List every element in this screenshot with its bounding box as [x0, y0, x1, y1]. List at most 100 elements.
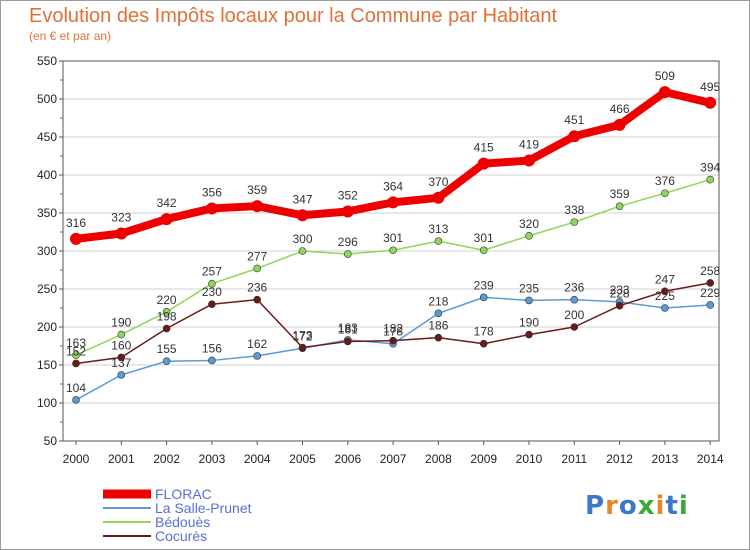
data-label: 178 [383, 325, 403, 339]
data-label: 359 [247, 183, 267, 197]
logo-letter: r [605, 491, 619, 521]
data-point [162, 307, 171, 316]
data-point [525, 232, 533, 240]
data-point [162, 357, 171, 366]
data-label: 236 [247, 281, 267, 295]
legend-label: Cocurès [155, 528, 207, 544]
data-label: 370 [428, 175, 448, 189]
data-label: 364 [383, 179, 403, 193]
data-label: 229 [700, 286, 720, 300]
data-point [343, 337, 352, 346]
data-label: 313 [428, 222, 448, 236]
data-point [208, 279, 216, 288]
legend-label: FLORAC [155, 486, 212, 502]
data-point [72, 351, 80, 359]
data-label: 200 [564, 308, 584, 322]
data-point [432, 191, 445, 204]
data-label: 301 [383, 231, 403, 245]
data-point [525, 296, 533, 305]
data-point [479, 246, 488, 255]
y-tick-label: 500 [37, 92, 57, 106]
logo-letter: o [618, 491, 638, 521]
x-tick-label: 2006 [334, 452, 361, 466]
data-point [479, 293, 488, 302]
x-tick-label: 2010 [516, 452, 543, 466]
data-point [387, 196, 400, 209]
data-point [298, 247, 307, 255]
legend-label: Bédouès [155, 514, 210, 530]
data-label: 352 [338, 188, 358, 202]
data-label: 257 [202, 265, 222, 279]
data-point [389, 246, 397, 255]
data-label: 160 [111, 338, 131, 352]
data-label: 239 [474, 278, 494, 292]
data-point [117, 353, 126, 362]
y-tick-label: 400 [37, 168, 57, 182]
data-point [162, 324, 171, 333]
data-point [343, 250, 352, 258]
y-tick-label: 350 [37, 206, 57, 220]
data-label: 163 [66, 336, 86, 350]
data-point [251, 200, 264, 213]
data-point [568, 130, 581, 143]
x-tick-label: 2008 [425, 452, 452, 466]
y-tick-label: 300 [37, 244, 57, 258]
data-label: 338 [564, 203, 584, 217]
proxiti-logo: Proxiti [585, 491, 689, 521]
data-label: 183 [338, 321, 358, 335]
data-point [389, 336, 397, 345]
chart-subtitle: (en € et par an) [29, 29, 112, 43]
data-point [117, 371, 126, 379]
data-point [479, 339, 488, 348]
data-label: 419 [519, 138, 539, 152]
data-label: 258 [700, 264, 720, 278]
plot-area [62, 60, 720, 442]
y-tick-label: 50 [44, 434, 58, 448]
data-point [70, 232, 82, 245]
data-label: 172 [292, 329, 312, 343]
data-point [525, 330, 533, 339]
data-label: 342 [157, 196, 177, 210]
data-label: 323 [111, 211, 131, 225]
data-label: 359 [610, 187, 630, 201]
data-label: 181 [338, 322, 358, 336]
data-point [613, 118, 626, 131]
data-point [115, 227, 128, 240]
data-label: 451 [564, 113, 584, 127]
data-label: 316 [66, 216, 86, 230]
logo-letter: i [655, 491, 666, 521]
data-label: 301 [474, 231, 494, 245]
data-label: 104 [66, 381, 86, 395]
data-label: 178 [474, 325, 494, 339]
data-point [706, 301, 715, 309]
x-tick-label: 2011 [561, 452, 587, 466]
x-tick-label: 2014 [697, 452, 724, 466]
data-point [615, 301, 624, 310]
data-point [661, 304, 669, 312]
data-label: 235 [519, 281, 539, 295]
data-point [706, 279, 715, 287]
data-point [72, 396, 80, 404]
data-label: 247 [655, 272, 675, 286]
x-tick-label: 2003 [199, 452, 226, 466]
y-tick-label: 100 [37, 396, 57, 410]
data-label: 394 [700, 161, 720, 175]
data-label: 173 [292, 329, 312, 343]
data-point [706, 175, 715, 184]
data-label: 230 [202, 285, 222, 299]
data-label: 300 [292, 232, 312, 246]
data-label: 320 [519, 217, 539, 231]
x-tick-label: 2005 [289, 452, 316, 466]
x-tick-label: 2004 [244, 452, 271, 466]
data-point [570, 295, 579, 304]
y-tick-label: 450 [37, 130, 57, 144]
data-label: 347 [292, 192, 312, 206]
data-label: 198 [157, 310, 177, 324]
data-point [523, 154, 535, 167]
x-tick-label: 2012 [606, 452, 633, 466]
data-point [117, 330, 126, 339]
data-label: 356 [202, 185, 222, 199]
data-label: 182 [383, 322, 403, 336]
